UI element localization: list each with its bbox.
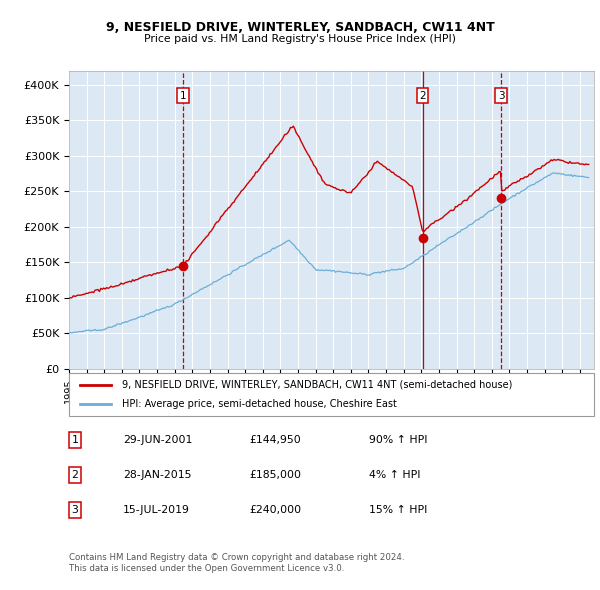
- Text: 15-JUL-2019: 15-JUL-2019: [123, 506, 190, 515]
- Text: 29-JUN-2001: 29-JUN-2001: [123, 435, 193, 444]
- Text: 1: 1: [180, 91, 187, 101]
- FancyBboxPatch shape: [69, 373, 594, 416]
- Text: 2: 2: [419, 91, 426, 101]
- Text: 90% ↑ HPI: 90% ↑ HPI: [369, 435, 427, 444]
- Text: 15% ↑ HPI: 15% ↑ HPI: [369, 506, 427, 515]
- Text: 1: 1: [71, 435, 79, 444]
- Text: 3: 3: [498, 91, 505, 101]
- Text: 9, NESFIELD DRIVE, WINTERLEY, SANDBACH, CW11 4NT: 9, NESFIELD DRIVE, WINTERLEY, SANDBACH, …: [106, 21, 494, 34]
- Text: 2: 2: [71, 470, 79, 480]
- Text: £144,950: £144,950: [249, 435, 301, 444]
- Text: This data is licensed under the Open Government Licence v3.0.: This data is licensed under the Open Gov…: [69, 565, 344, 573]
- Text: Price paid vs. HM Land Registry's House Price Index (HPI): Price paid vs. HM Land Registry's House …: [144, 34, 456, 44]
- Text: 28-JAN-2015: 28-JAN-2015: [123, 470, 191, 480]
- Text: HPI: Average price, semi-detached house, Cheshire East: HPI: Average price, semi-detached house,…: [121, 399, 397, 409]
- Text: 3: 3: [71, 506, 79, 515]
- Text: 9, NESFIELD DRIVE, WINTERLEY, SANDBACH, CW11 4NT (semi-detached house): 9, NESFIELD DRIVE, WINTERLEY, SANDBACH, …: [121, 379, 512, 389]
- Text: Contains HM Land Registry data © Crown copyright and database right 2024.: Contains HM Land Registry data © Crown c…: [69, 553, 404, 562]
- Text: £240,000: £240,000: [249, 506, 301, 515]
- Text: 4% ↑ HPI: 4% ↑ HPI: [369, 470, 421, 480]
- Text: £185,000: £185,000: [249, 470, 301, 480]
